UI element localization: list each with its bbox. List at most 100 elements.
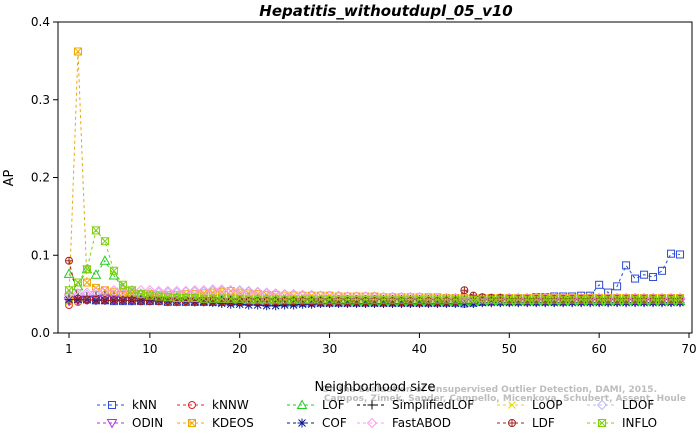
legend-label: INFLO bbox=[622, 416, 657, 430]
data-point bbox=[612, 295, 622, 304]
data-point bbox=[262, 297, 271, 306]
data-point bbox=[388, 297, 397, 306]
data-point bbox=[108, 285, 120, 296]
data-point bbox=[540, 295, 550, 304]
data-point bbox=[558, 295, 568, 304]
data-point bbox=[496, 294, 505, 303]
legend-label: KDEOS bbox=[212, 416, 254, 430]
data-point bbox=[675, 295, 685, 304]
data-point bbox=[595, 280, 604, 289]
legend-label: LDOF bbox=[622, 398, 654, 412]
data-point bbox=[324, 295, 335, 304]
legend-label: ODIN bbox=[132, 416, 163, 430]
data-point bbox=[360, 295, 371, 304]
data-point bbox=[531, 295, 541, 304]
data-point bbox=[190, 294, 200, 303]
data-point bbox=[621, 295, 631, 304]
data-point bbox=[657, 295, 667, 304]
data-point bbox=[676, 250, 685, 259]
data-point bbox=[118, 296, 127, 305]
x-tick-label: 10 bbox=[142, 342, 157, 356]
data-point bbox=[73, 47, 82, 56]
data-point bbox=[666, 295, 676, 304]
data-point bbox=[630, 295, 640, 304]
data-point bbox=[91, 295, 100, 304]
data-point bbox=[333, 295, 344, 304]
data-point bbox=[423, 295, 434, 304]
data-point bbox=[369, 295, 380, 304]
y-tick-label: 0.1 bbox=[31, 248, 50, 262]
data-point bbox=[351, 295, 362, 304]
data-point bbox=[424, 297, 433, 306]
data-point bbox=[622, 261, 631, 270]
data-point bbox=[316, 297, 325, 306]
data-point bbox=[613, 282, 622, 291]
data-point bbox=[73, 294, 82, 303]
data-point bbox=[208, 294, 218, 303]
data-point bbox=[280, 297, 289, 306]
data-point bbox=[127, 286, 137, 295]
legend: kNN kNNW LOF SimplifiedLOF LoOP LDOF ODIN KDEOS… bbox=[97, 398, 657, 430]
data-point bbox=[596, 399, 608, 411]
legend-item-loop: LoOP bbox=[497, 398, 563, 412]
data-point bbox=[451, 297, 460, 306]
data-point bbox=[508, 401, 516, 409]
data-point bbox=[414, 295, 425, 304]
data-point bbox=[99, 285, 111, 297]
data-point bbox=[585, 295, 595, 304]
x-tick-label: 30 bbox=[322, 342, 337, 356]
data-point bbox=[597, 419, 607, 427]
data-point bbox=[306, 295, 317, 304]
data-point bbox=[576, 295, 586, 304]
data-point bbox=[109, 296, 118, 305]
legend-item-ldof: LDOF bbox=[587, 398, 654, 412]
data-point bbox=[639, 295, 649, 304]
series-kdeos bbox=[65, 47, 685, 304]
data-point bbox=[387, 295, 398, 304]
data-point bbox=[460, 286, 469, 295]
legend-item-lof: LOF bbox=[287, 398, 345, 412]
data-point bbox=[640, 270, 649, 279]
legend-label: FastABOD bbox=[392, 416, 451, 430]
data-point bbox=[594, 295, 604, 304]
data-point bbox=[486, 295, 497, 304]
data-point bbox=[667, 249, 676, 258]
data-point bbox=[296, 399, 308, 409]
data-point bbox=[352, 297, 361, 306]
data-point bbox=[100, 296, 109, 305]
data-point bbox=[298, 297, 307, 306]
data-point bbox=[109, 287, 118, 296]
x-tick-label: 1 bbox=[65, 342, 73, 356]
data-point bbox=[199, 294, 209, 303]
legend-item-fastabod: FastABOD bbox=[357, 416, 451, 430]
data-point bbox=[405, 295, 416, 304]
legend-item-odin: ODIN bbox=[97, 416, 163, 430]
data-point bbox=[162, 285, 174, 297]
data-point bbox=[549, 295, 559, 304]
data-point bbox=[253, 297, 262, 306]
legend-item-ldf: LDF bbox=[497, 416, 555, 430]
data-point bbox=[297, 295, 308, 304]
data-point bbox=[343, 297, 352, 306]
data-point bbox=[289, 297, 298, 306]
data-point bbox=[522, 295, 532, 304]
data-point bbox=[73, 278, 83, 287]
data-point bbox=[127, 296, 136, 305]
data-point bbox=[397, 297, 406, 306]
series-line bbox=[68, 51, 680, 300]
x-tick-label: 50 bbox=[502, 342, 517, 356]
data-point bbox=[109, 266, 119, 275]
plot-area bbox=[57, 21, 693, 334]
data-point bbox=[325, 297, 334, 306]
series-layer bbox=[63, 47, 686, 311]
legend-item-knn: kNN bbox=[97, 398, 157, 412]
data-point bbox=[163, 293, 173, 302]
legend-label: LOF bbox=[322, 398, 345, 412]
data-point bbox=[442, 297, 451, 306]
data-point bbox=[63, 268, 75, 278]
data-point bbox=[441, 295, 452, 304]
y-axis-label: AP bbox=[2, 169, 17, 186]
x-tick-label: 40 bbox=[412, 342, 427, 356]
legend-label: LoOP bbox=[532, 398, 563, 412]
watermark-line-1: Campos, Zimek, Sander, Campello, Micenko… bbox=[324, 394, 686, 404]
